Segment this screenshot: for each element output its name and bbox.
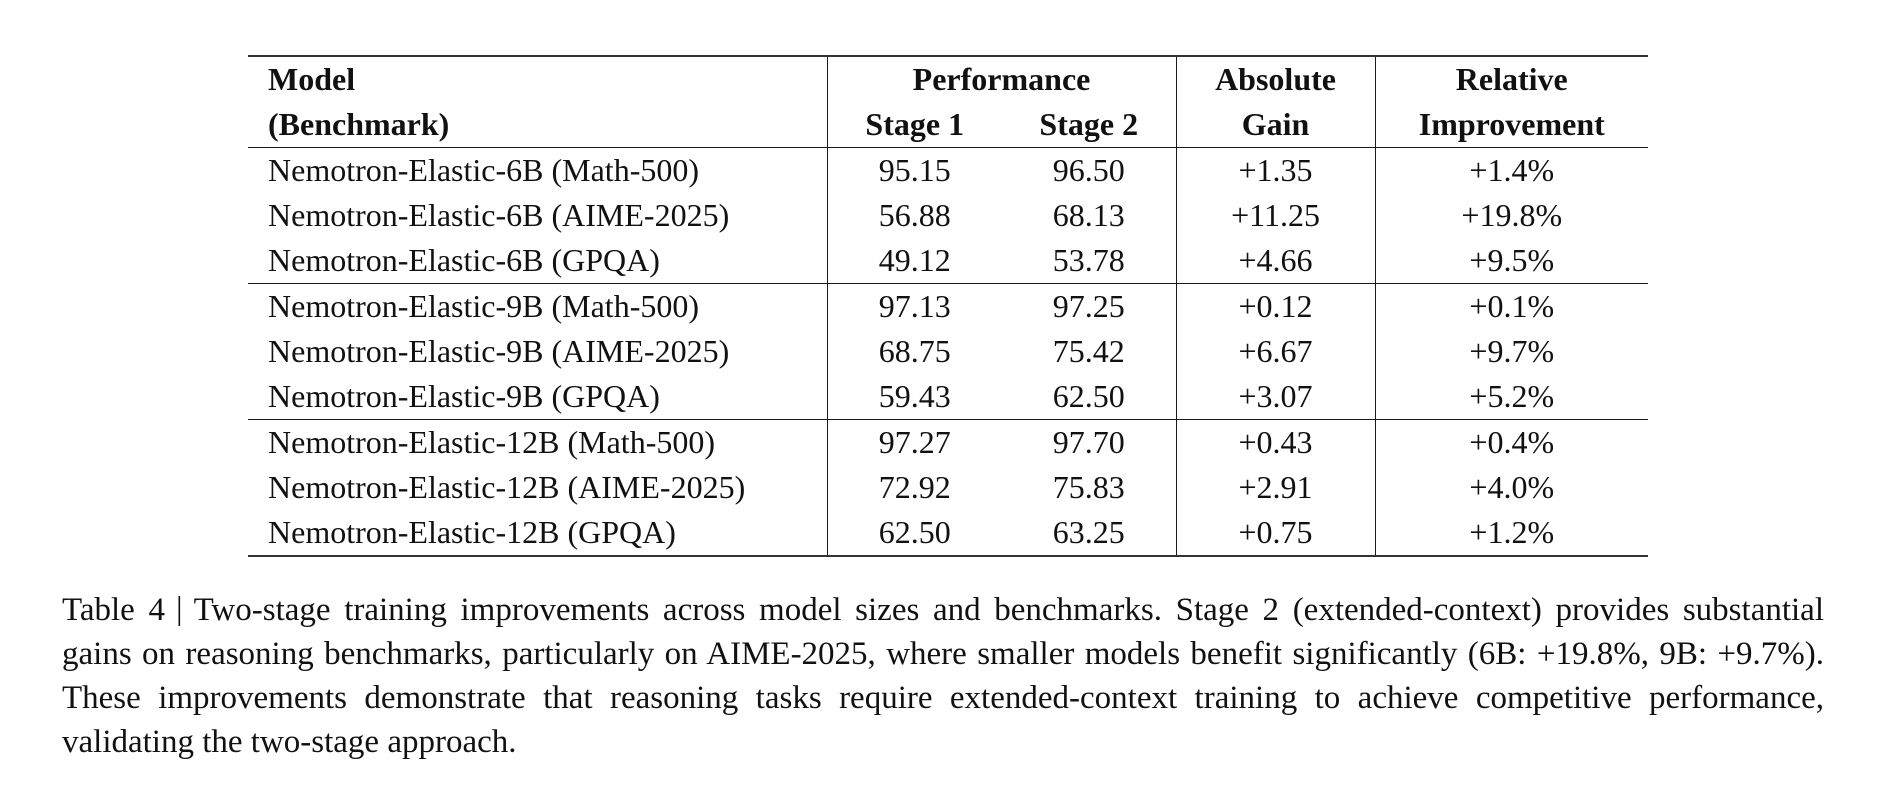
model-cell: Nemotron-Elastic-6B (Math-500) [268, 152, 699, 188]
relative-cell: +0.1% [1374, 283, 1649, 329]
table-caption: Table 4 | Two-stage training improvements … [62, 588, 1824, 764]
table-row: Nemotron-Elastic-6B (AIME-2025) 56.88 68.1… [248, 193, 1649, 238]
relative-cell: +1.2% [1374, 510, 1649, 556]
table-row: Nemotron-Elastic-9B (GPQA) 59.43 62.50 +3.0… [248, 374, 1649, 420]
stage2-cell: 97.25 [1052, 288, 1125, 324]
header-improvement: Improvement [1374, 102, 1649, 148]
stage2-cell: 62.50 [1002, 374, 1177, 420]
header-stage1: Stage 1 [826, 102, 1002, 148]
header-row-1: Model Performance Absolute Relative [248, 56, 1649, 102]
model-cell: Nemotron-Elastic-12B (GPQA) [268, 514, 676, 550]
results-table: Model Performance Absolute Relative (Ben… [248, 55, 1649, 557]
gain-cell: +3.07 [1175, 374, 1376, 420]
relative-cell: +9.7% [1374, 329, 1649, 374]
model-cell: Nemotron-Elastic-12B (Math-500) [268, 424, 715, 460]
header-row-2: (Benchmark) Stage 1 Stage 2 Gain Improve… [248, 102, 1649, 148]
model-cell: Nemotron-Elastic-6B (AIME-2025) [268, 197, 730, 233]
caption-label: Table 4 [62, 592, 165, 628]
table-row: Nemotron-Elastic-12B (GPQA) 62.50 63.25 +0.… [248, 510, 1649, 556]
gain-cell: +0.12 [1175, 283, 1376, 329]
stage1-cell: 97.27 [826, 419, 1002, 465]
stage1-cell: 97.13 [826, 283, 1002, 329]
header-model: Model [268, 61, 356, 97]
relative-cell: +9.5% [1374, 238, 1649, 284]
table-row: Nemotron-Elastic-6B (GPQA) 49.12 53.78 +4.6… [248, 238, 1649, 284]
table-row: Nemotron-Elastic-9B (Math-500) 97.13 97.25… [248, 283, 1649, 329]
table-header: Model Performance Absolute Relative (Ben… [248, 56, 1649, 148]
model-cell: Nemotron-Elastic-9B (AIME-2025) [268, 333, 730, 369]
header-performance: Performance [826, 56, 1177, 102]
relative-cell: +5.2% [1374, 374, 1649, 420]
stage2-cell: 75.42 [1052, 333, 1125, 369]
table-row: Nemotron-Elastic-6B (Math-500) 95.15 96.50… [248, 147, 1649, 193]
header-gain: Gain [1175, 102, 1376, 148]
gain-cell: +1.35 [1175, 147, 1376, 193]
stage2-cell: 75.83 [1052, 469, 1125, 505]
relative-cell: +19.8% [1374, 193, 1649, 238]
gain-cell: +11.25 [1175, 193, 1376, 238]
header-absolute: Absolute [1175, 56, 1376, 102]
gain-cell: +6.67 [1175, 329, 1376, 374]
table-row: Nemotron-Elastic-12B (AIME-2025) 72.92 75.… [248, 465, 1649, 510]
table-body: Nemotron-Elastic-6B (Math-500) 95.15 96.50… [248, 147, 1649, 556]
gain-cell: +0.43 [1175, 419, 1376, 465]
gain-cell: +4.66 [1175, 238, 1376, 284]
relative-cell: +1.4% [1374, 147, 1649, 193]
stage1-cell: 59.43 [826, 374, 1002, 420]
header-stage2: Stage 2 [1002, 102, 1177, 148]
relative-cell: +0.4% [1374, 419, 1649, 465]
stage2-cell: 53.78 [1002, 238, 1177, 284]
table-row: Nemotron-Elastic-12B (Math-500) 97.27 97.7… [248, 419, 1649, 465]
stage1-cell: 95.15 [826, 147, 1002, 193]
model-cell: Nemotron-Elastic-12B (AIME-2025) [268, 469, 746, 505]
stage2-cell: 63.25 [1052, 514, 1125, 550]
stage2-cell: 68.13 [1052, 197, 1125, 233]
stage1-cell: 56.88 [826, 193, 1002, 238]
model-cell: Nemotron-Elastic-9B (GPQA) [248, 374, 827, 420]
gain-cell: +2.91 [1175, 465, 1376, 510]
caption-separator: | [175, 591, 183, 627]
stage1-cell: 72.92 [826, 465, 1002, 510]
header-benchmark: (Benchmark) [248, 102, 827, 148]
stage2-cell: 96.50 [1052, 152, 1125, 188]
caption-text: Two-stage training improvements across m… [62, 592, 1824, 760]
header-relative: Relative [1374, 56, 1649, 102]
model-cell: Nemotron-Elastic-9B (Math-500) [268, 288, 699, 324]
stage1-cell: 49.12 [826, 238, 1002, 284]
stage1-cell: 62.50 [826, 510, 1002, 556]
model-cell: Nemotron-Elastic-6B (GPQA) [248, 238, 827, 284]
stage2-cell: 97.70 [1052, 424, 1125, 460]
relative-cell: +4.0% [1374, 465, 1649, 510]
table-row: Nemotron-Elastic-9B (AIME-2025) 68.75 75.4… [248, 329, 1649, 374]
gain-cell: +0.75 [1175, 510, 1376, 556]
stage1-cell: 68.75 [826, 329, 1002, 374]
